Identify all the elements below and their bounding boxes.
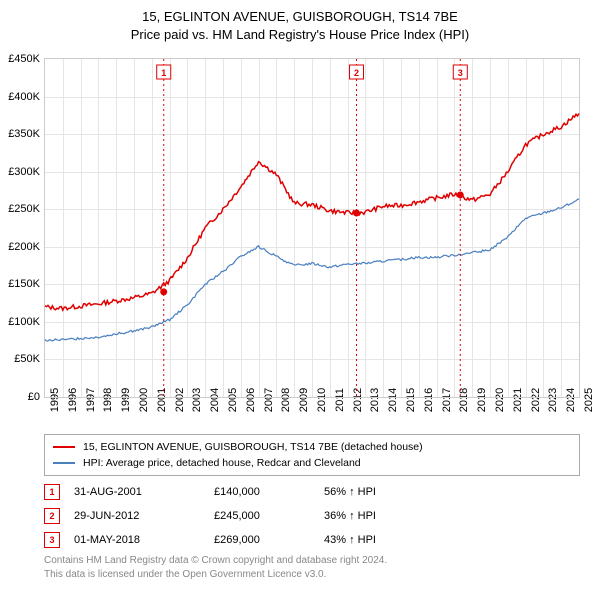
sale-row-date: 29-JUN-2012 [74, 510, 214, 522]
y-tick-label: £0 [0, 391, 40, 403]
sale-marker-dot [353, 209, 360, 216]
sale-row-marker: 2 [44, 508, 60, 524]
sale-marker-dot [160, 288, 167, 295]
title-line-2: Price paid vs. HM Land Registry's House … [0, 26, 600, 44]
sale-row-price: £140,000 [214, 486, 324, 498]
sale-marker-number: 2 [354, 68, 359, 78]
legend: 15, EGLINTON AVENUE, GUISBOROUGH, TS14 7… [44, 434, 580, 476]
y-tick-label: £300K [0, 166, 40, 178]
attribution-line-1: Contains HM Land Registry data © Crown c… [44, 554, 387, 568]
y-tick-label: £350K [0, 128, 40, 140]
legend-swatch-property [53, 446, 75, 448]
sale-row-price: £245,000 [214, 510, 324, 522]
y-tick-label: £200K [0, 241, 40, 253]
legend-label-hpi: HPI: Average price, detached house, Redc… [83, 457, 361, 469]
y-tick-label: £250K [0, 203, 40, 215]
sale-row: 3 01-MAY-2018£269,00043% ↑ HPI [44, 528, 444, 552]
legend-item-property: 15, EGLINTON AVENUE, GUISBOROUGH, TS14 7… [53, 439, 571, 455]
y-tick-label: £150K [0, 278, 40, 290]
plot-area: 1 2 3 [44, 58, 580, 398]
y-tick-label: £400K [0, 91, 40, 103]
sale-marker-dot [457, 191, 464, 198]
y-tick-label: £50K [0, 353, 40, 365]
sales-table: 1 31-AUG-2001£140,00056% ↑ HPI 2 29-JUN-201… [44, 480, 444, 552]
attribution-line-2: This data is licensed under the Open Gov… [44, 568, 387, 582]
sale-row-pct: 56% ↑ HPI [324, 486, 444, 498]
plot-svg: 1 2 3 [45, 59, 579, 397]
x-tick-label: 2025 [583, 388, 595, 412]
sale-row-price: £269,000 [214, 534, 324, 546]
sale-row-marker: 1 [44, 484, 60, 500]
sale-row-date: 31-AUG-2001 [74, 486, 214, 498]
sale-marker-number: 3 [458, 68, 463, 78]
legend-item-hpi: HPI: Average price, detached house, Redc… [53, 455, 571, 471]
sale-row: 1 31-AUG-2001£140,00056% ↑ HPI [44, 480, 444, 504]
chart-container: 15, EGLINTON AVENUE, GUISBOROUGH, TS14 7… [0, 0, 600, 590]
series-line-hpi [45, 199, 579, 341]
y-tick-label: £450K [0, 53, 40, 65]
sale-marker-number: 1 [161, 68, 166, 78]
legend-label-property: 15, EGLINTON AVENUE, GUISBOROUGH, TS14 7… [83, 441, 423, 453]
sale-row-pct: 36% ↑ HPI [324, 510, 444, 522]
title-line-1: 15, EGLINTON AVENUE, GUISBOROUGH, TS14 7… [0, 8, 600, 26]
legend-swatch-hpi [53, 462, 75, 464]
sale-row: 2 29-JUN-2012£245,00036% ↑ HPI [44, 504, 444, 528]
sale-row-marker: 3 [44, 532, 60, 548]
chart-title: 15, EGLINTON AVENUE, GUISBOROUGH, TS14 7… [0, 0, 600, 44]
sale-row-pct: 43% ↑ HPI [324, 534, 444, 546]
series-line-property [45, 114, 579, 311]
attribution: Contains HM Land Registry data © Crown c… [44, 554, 387, 581]
sale-row-date: 01-MAY-2018 [74, 534, 214, 546]
y-tick-label: £100K [0, 316, 40, 328]
